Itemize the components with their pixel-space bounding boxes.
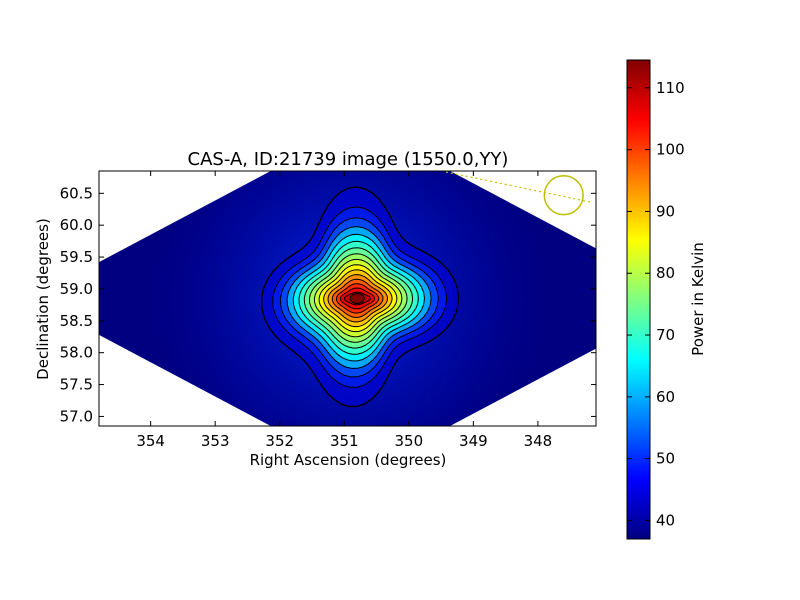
x-tick-label: 350 bbox=[394, 432, 423, 450]
y-tick-label: 59.0 bbox=[60, 280, 93, 298]
colorbar-tick-label: 50 bbox=[656, 450, 675, 468]
axes-frame bbox=[98, 170, 597, 427]
y-axis-ticks: 57.0 57.5 58.0 58.5 59.0 59.5 60.0 60.5 bbox=[60, 184, 596, 425]
contour-line bbox=[308, 253, 408, 343]
contour-line bbox=[331, 278, 384, 318]
colorbar-tick-label: 60 bbox=[656, 388, 675, 406]
contour-line bbox=[335, 283, 380, 314]
contour-line bbox=[260, 186, 460, 408]
colorbar-tick-label: 40 bbox=[656, 511, 675, 529]
x-tick-label: 351 bbox=[330, 432, 359, 450]
x-axis-ticks: 354 353 352 351 350 349 348 bbox=[136, 171, 552, 450]
contour-line bbox=[303, 247, 414, 349]
x-tick-label: 349 bbox=[459, 432, 488, 450]
contour-line bbox=[292, 233, 426, 362]
colorbar-tick-label: 80 bbox=[656, 264, 675, 282]
x-tick-label: 354 bbox=[136, 432, 165, 450]
contour-peak bbox=[349, 293, 365, 304]
contour-line bbox=[298, 240, 419, 355]
x-axis-label: Right Ascension (degrees) bbox=[250, 451, 447, 469]
contour-lines bbox=[260, 186, 460, 408]
contour-line bbox=[339, 287, 376, 310]
y-tick-label: 57.0 bbox=[60, 407, 93, 425]
contour-line bbox=[323, 269, 393, 328]
y-tick-label: 60.0 bbox=[60, 216, 93, 234]
colorbar-tick-label: 110 bbox=[656, 79, 685, 97]
colorbar-tick-label: 70 bbox=[656, 326, 675, 344]
chart-title: CAS-A, ID:21739 image (1550.0,YY) bbox=[188, 149, 509, 170]
contour-line bbox=[313, 258, 403, 338]
colorbar-frame bbox=[626, 59, 651, 540]
beam-marker bbox=[543, 175, 584, 216]
contour-line bbox=[272, 206, 448, 388]
y-tick-label: 58.5 bbox=[60, 312, 93, 330]
contour-line bbox=[327, 274, 389, 323]
plot-area: 354 353 352 351 350 349 348 57.0 57.5 58.0 58.5 59… bbox=[60, 170, 597, 450]
colorbar-label: Power in Kelvin bbox=[689, 242, 707, 356]
colorbar: 40 50 60 70 80 90 100 110 Power in Kelvin bbox=[626, 59, 707, 540]
colorbar-tick-label: 90 bbox=[656, 202, 675, 220]
x-tick-label: 352 bbox=[265, 432, 294, 450]
y-tick-label: 57.5 bbox=[60, 376, 93, 394]
heatmap bbox=[99, 171, 596, 426]
colorbar-tick-label: 100 bbox=[656, 141, 685, 159]
y-tick-label: 60.5 bbox=[60, 184, 93, 202]
contour-line bbox=[343, 291, 372, 306]
x-tick-label: 353 bbox=[201, 432, 230, 450]
colorbar-ticks: 40 50 60 70 80 90 100 110 bbox=[627, 79, 685, 529]
contour-line bbox=[318, 264, 398, 333]
contour-line bbox=[286, 226, 432, 369]
y-tick-label: 59.5 bbox=[60, 248, 93, 266]
x-tick-label: 348 bbox=[524, 432, 553, 450]
y-axis-label: Declination (degrees) bbox=[34, 218, 52, 380]
colorbar-gradient bbox=[627, 60, 650, 539]
contour-line bbox=[279, 217, 439, 378]
y-tick-label: 58.0 bbox=[60, 344, 93, 362]
